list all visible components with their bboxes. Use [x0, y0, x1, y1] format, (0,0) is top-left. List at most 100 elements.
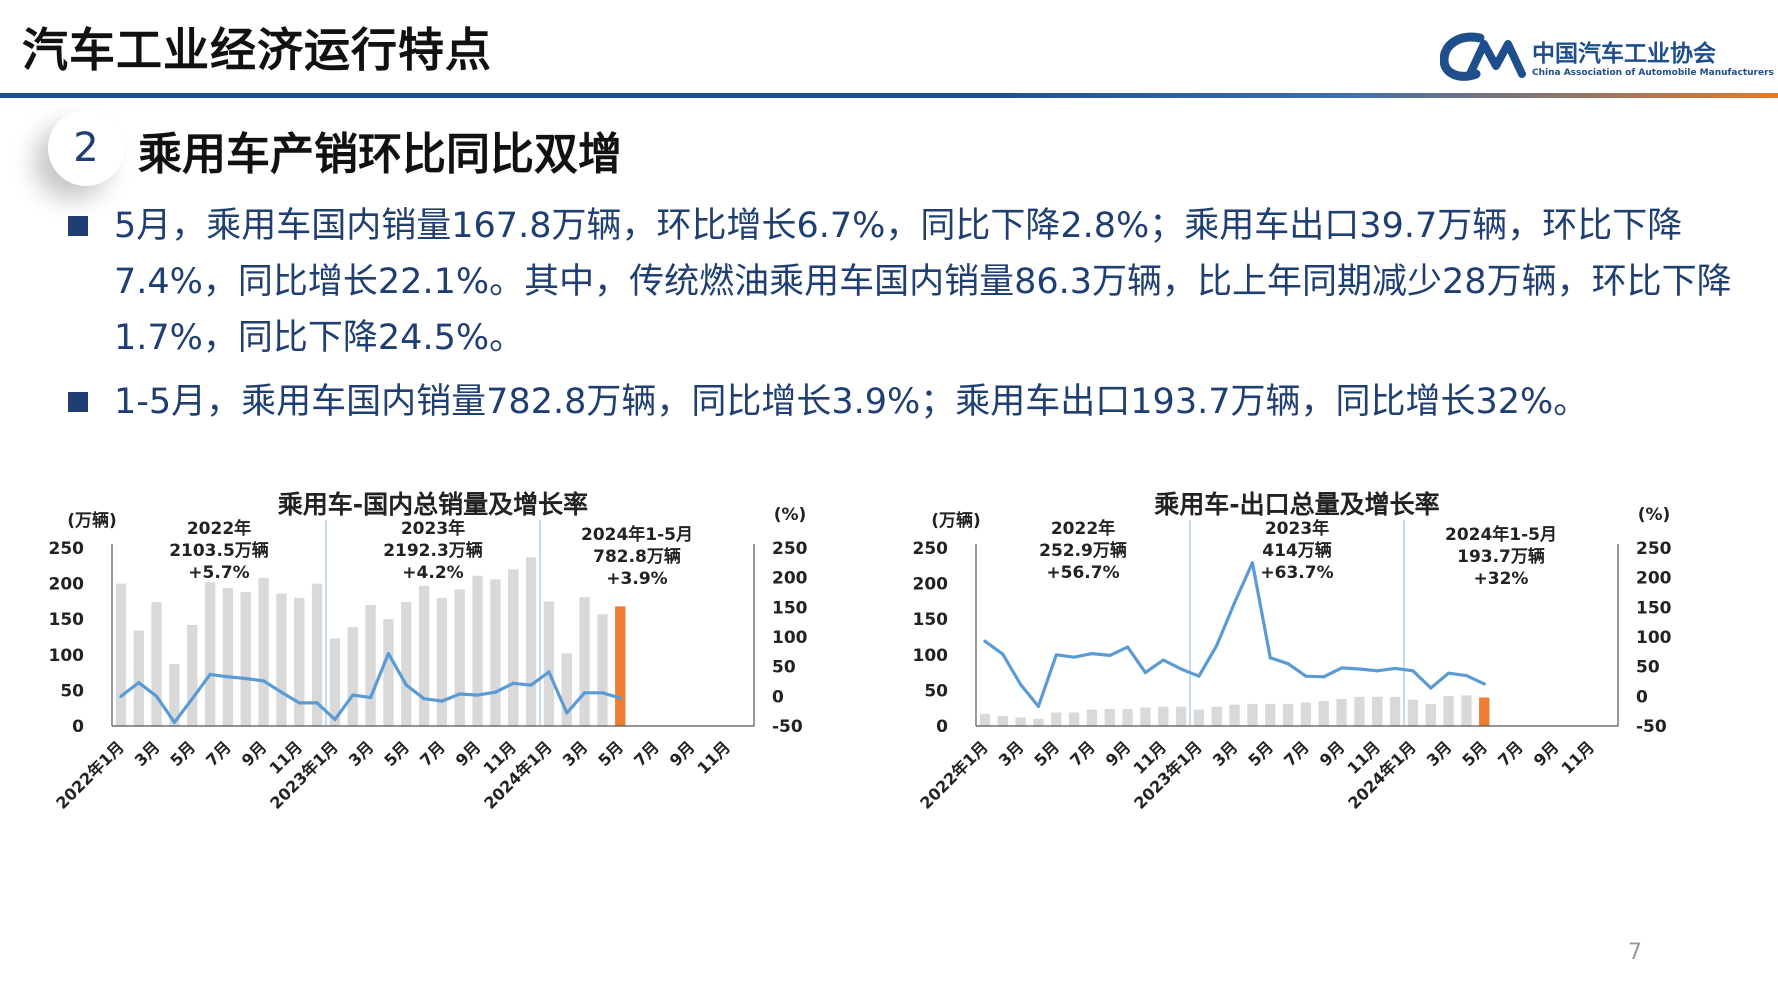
bar [1282, 703, 1294, 726]
growth-rate-point [1001, 652, 1005, 656]
right-axis-tick: 50 [772, 658, 796, 678]
bar [1265, 703, 1276, 726]
bar [1033, 718, 1044, 726]
right-axis-unit: (%) [1638, 505, 1671, 525]
growth-rate-point [119, 694, 123, 698]
growth-rate-point [208, 672, 212, 676]
right-axis-unit: (%) [774, 505, 807, 525]
chart-svg: 乘用车-出口总量及增长率 (万辆) (%) 250 200 150 100 50 0 250 200… [913, 490, 1672, 813]
chart-title: 乘用车-出口总量及增长率 [1154, 490, 1439, 519]
growth-rate-point [1197, 674, 1201, 678]
growth-rate-point [1322, 675, 1326, 679]
bar [1158, 706, 1169, 726]
section-title: 乘用车产销环比同比双增 [138, 129, 622, 180]
bar [1336, 698, 1347, 726]
bar [543, 601, 555, 726]
growth-rate-point [493, 690, 498, 694]
left-axis-tick: 150 [913, 610, 949, 630]
bar [365, 604, 376, 726]
growth-rate-point [511, 681, 515, 685]
bullet-square-icon [68, 392, 88, 412]
year-annotation: +5.7% [188, 563, 249, 583]
bar [418, 585, 430, 726]
section-number: 2 [73, 125, 99, 171]
bar [151, 602, 162, 726]
growth-rate-point [1179, 667, 1183, 671]
growth-rate-point [297, 701, 301, 705]
bar [436, 597, 448, 726]
growth-rate-point [244, 676, 248, 681]
growth-rate-point [1161, 658, 1165, 662]
x-axis-tick: 3月 [995, 737, 1028, 770]
x-axis-tick: 11月 [1558, 737, 1599, 778]
year-annotation: 252.9万辆 [1039, 540, 1127, 561]
section-number-badge: 2 [48, 110, 124, 186]
header-divider [0, 93, 1778, 98]
bar [1051, 712, 1062, 726]
x-axis-tick: 5月 [166, 737, 199, 770]
bar [1068, 712, 1080, 726]
growth-rate-point [1232, 600, 1237, 605]
growth-rate-point [226, 675, 230, 679]
bullet-list: 5月，乘用车国内销量167.8万辆，环比增长6.7%，同比下降2.8%；乘用车出… [68, 198, 1738, 438]
growth-rate-point [1429, 686, 1433, 690]
right-axis-tick: 0 [772, 687, 784, 707]
chart-export-volume: 乘用车-出口总量及增长率 (万辆) (%) 250 200 150 100 50 0 250 200… [904, 480, 1764, 930]
right-axis-tick: 0 [1636, 687, 1648, 707]
growth-rate-point [1411, 669, 1415, 673]
bar [401, 602, 412, 726]
growth-rate-point [154, 694, 159, 698]
left-axis-tick: 250 [913, 539, 949, 559]
bar [1122, 708, 1133, 726]
growth-rate-point [440, 699, 444, 703]
bar [1247, 703, 1258, 726]
growth-rate-point [190, 697, 194, 701]
left-axis-unit: (万辆) [67, 510, 117, 531]
bar [222, 587, 234, 726]
bullet-square-icon [68, 216, 88, 236]
bar [490, 579, 501, 726]
bar [133, 630, 144, 726]
bar [1461, 695, 1472, 726]
bar [1389, 696, 1401, 726]
chart-domestic-sales: 乘用车-国内总销量及增长率 (万辆) (%) 250 200 150 100 50 0 250 20… [40, 480, 900, 930]
growth-rate-point [547, 670, 551, 674]
growth-rate-point [1268, 656, 1272, 660]
growth-rate-point [422, 697, 426, 701]
x-axis-tick: 7月 [630, 737, 663, 770]
growth-rate-point [600, 691, 605, 695]
bar [187, 624, 198, 726]
bar [169, 664, 180, 726]
year-annotation: 193.7万辆 [1457, 546, 1545, 567]
right-axis-tick: 150 [1636, 598, 1672, 618]
bar [1354, 696, 1365, 726]
x-axis-tick: 3月 [1423, 737, 1456, 770]
x-axis-tick: 5月 [380, 737, 413, 770]
bullet-text: 5月，乘用车国内销量167.8万辆，环比增长6.7%，同比下降2.8%；乘用车出… [114, 206, 1732, 358]
left-axis-tick: 50 [924, 681, 948, 701]
bar [1175, 706, 1187, 726]
growth-rate-point [1464, 673, 1469, 678]
bar [579, 597, 590, 726]
growth-rate-point [1339, 666, 1344, 670]
growth-rate-point [1250, 561, 1255, 565]
left-axis-tick: 100 [49, 646, 85, 666]
x-axis-tick: 3月 [131, 737, 164, 770]
growth-rate-point [582, 691, 587, 695]
x-axis-tick: 7月 [202, 737, 235, 770]
right-axis-tick: 200 [1636, 569, 1672, 589]
bar [383, 619, 394, 726]
left-axis-tick: 200 [49, 575, 85, 595]
right-axis-tick: 200 [772, 569, 808, 589]
year-annotation: 782.8万辆 [593, 546, 681, 567]
growth-rate-point [368, 695, 373, 700]
bar [240, 592, 251, 726]
right-axis-tick: 100 [1636, 628, 1672, 648]
growth-rate-point [351, 693, 355, 697]
bar [597, 614, 608, 726]
bar [1104, 708, 1115, 726]
bar [1140, 707, 1151, 726]
growth-rate-point [315, 701, 319, 705]
bullet-item: 5月，乘用车国内销量167.8万辆，环比增长6.7%，同比下降2.8%；乘用车出… [68, 198, 1738, 366]
bar [508, 569, 519, 726]
